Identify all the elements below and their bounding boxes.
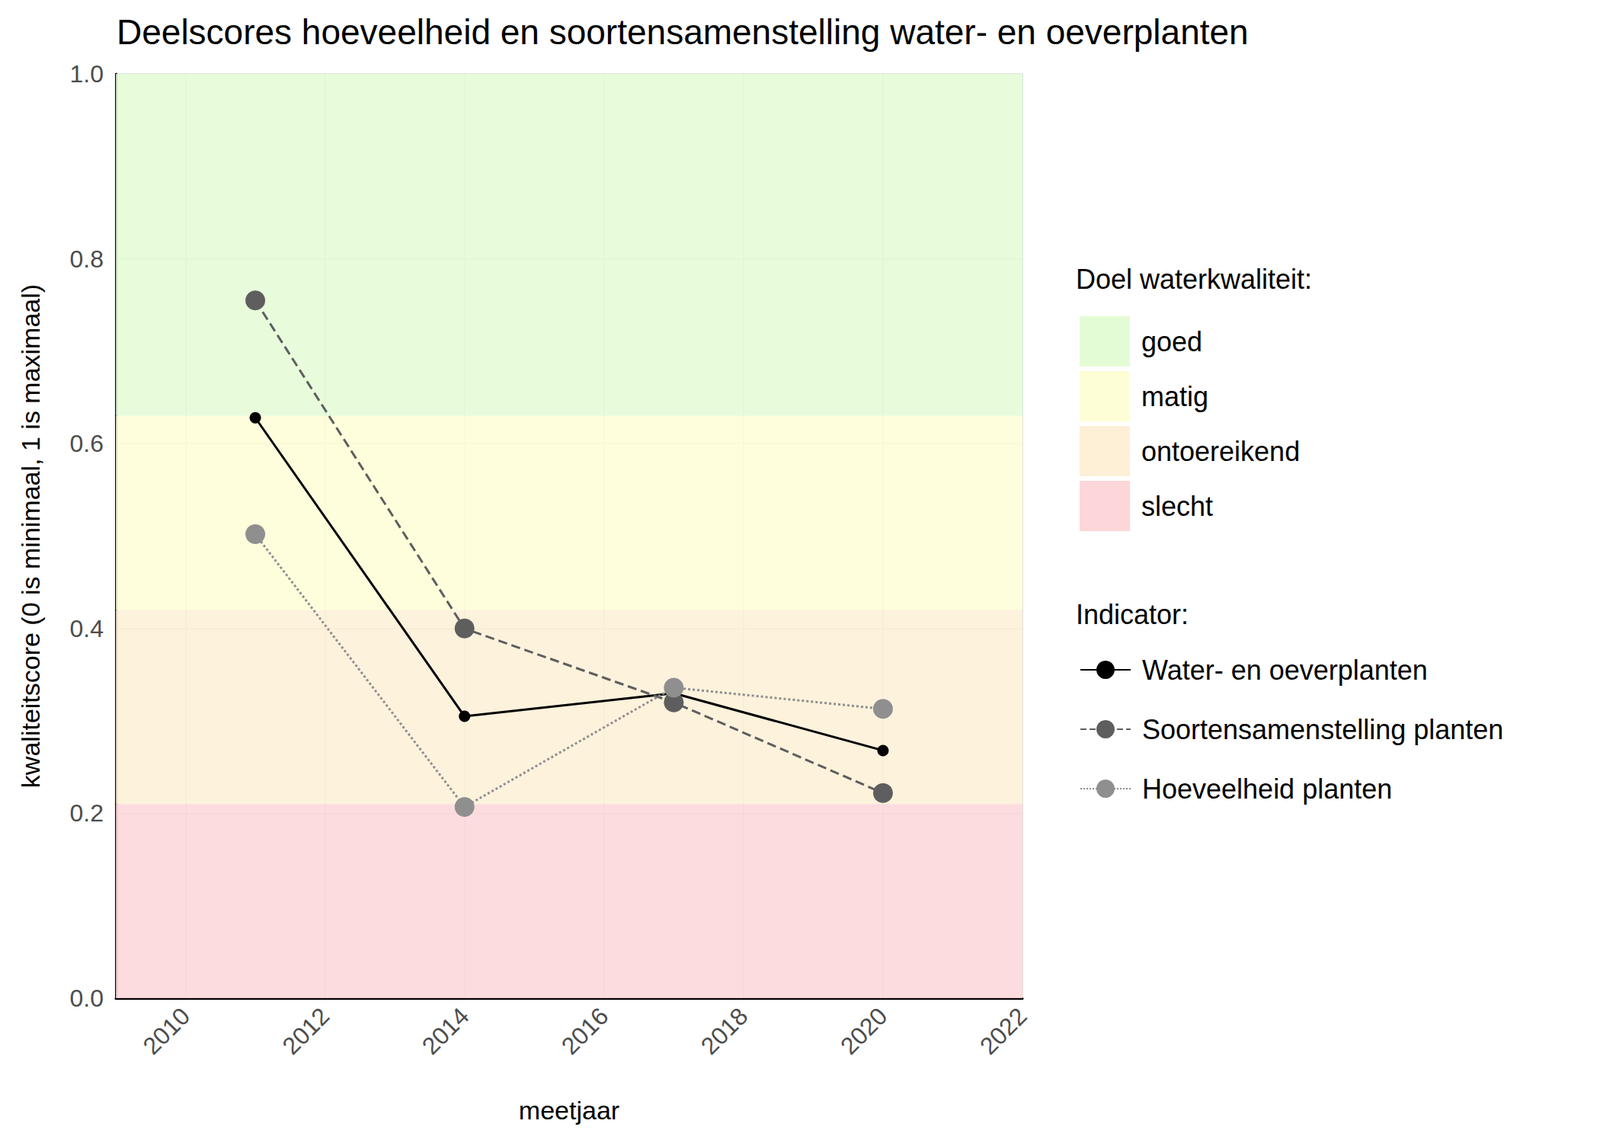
svg-text:slecht: slecht — [1141, 490, 1213, 522]
svg-text:goed: goed — [1141, 326, 1203, 358]
svg-text:ontoereikend: ontoereikend — [1141, 435, 1300, 468]
svg-text:kwaliteitscore (0 is minimaal,: kwaliteitscore (0 is minimaal, 1 is maxi… — [16, 284, 45, 788]
svg-text:Indicator:: Indicator: — [1075, 598, 1189, 631]
svg-text:2018: 2018 — [695, 1001, 754, 1060]
svg-text:meetjaar: meetjaar — [518, 1095, 620, 1125]
svg-text:2010: 2010 — [137, 1001, 196, 1060]
svg-text:0.8: 0.8 — [70, 245, 104, 273]
svg-text:2020: 2020 — [835, 1001, 893, 1060]
svg-text:2022: 2022 — [974, 1001, 1033, 1060]
svg-text:1.0: 1.0 — [70, 60, 104, 88]
svg-text:Hoeveelheid planten: Hoeveelheid planten — [1142, 773, 1392, 805]
svg-text:2012: 2012 — [277, 1001, 336, 1060]
svg-text:0.2: 0.2 — [70, 799, 104, 827]
svg-text:0.4: 0.4 — [70, 614, 104, 643]
svg-text:Doel waterkwaliteit:: Doel waterkwaliteit: — [1075, 263, 1312, 295]
svg-text:Water- en oeverplanten: Water- en oeverplanten — [1142, 654, 1428, 686]
svg-text:Deelscores hoeveelheid en soor: Deelscores hoeveelheid en soortensamenst… — [116, 12, 1249, 52]
svg-text:Soortensamenstelling planten: Soortensamenstelling planten — [1142, 713, 1504, 746]
svg-text:0.6: 0.6 — [70, 429, 104, 458]
svg-text:matig: matig — [1141, 380, 1209, 413]
svg-text:2014: 2014 — [416, 1001, 475, 1060]
svg-text:0.0: 0.0 — [70, 984, 104, 1012]
svg-text:2016: 2016 — [556, 1001, 615, 1060]
